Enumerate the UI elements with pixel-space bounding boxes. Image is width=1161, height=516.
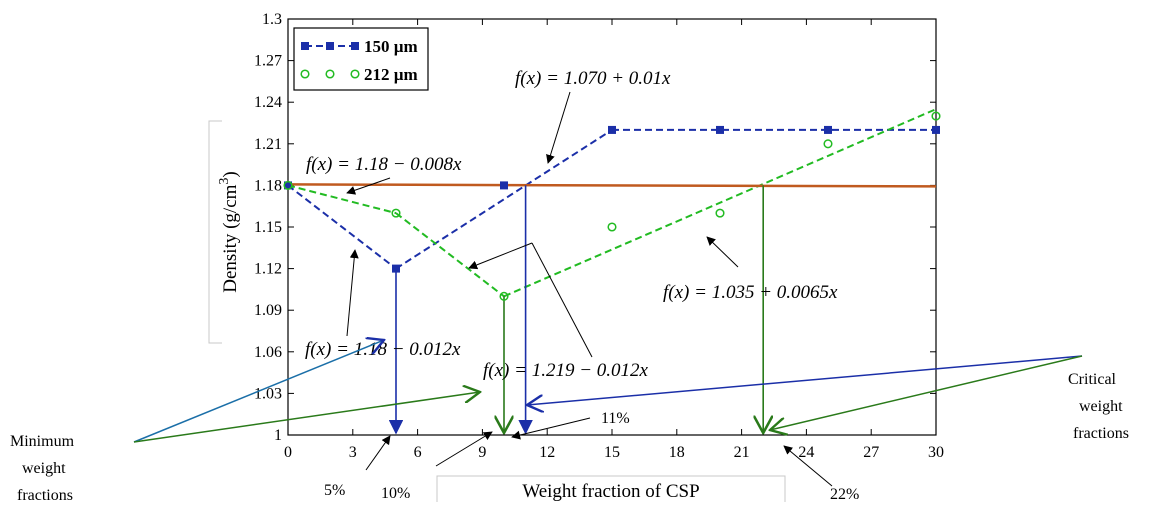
legend: 150 µm 212 µm: [293, 27, 429, 91]
x-tick-label: 12: [539, 444, 555, 461]
data-point-150um: [824, 125, 832, 134]
legend-label-212: 212 µm: [364, 65, 418, 84]
pointer-f1: [546, 91, 571, 164]
legend-marker-150: [351, 42, 359, 50]
y-axis-title-sup: 3: [217, 178, 232, 185]
x-tick-label: 24: [798, 444, 814, 461]
y-tick-label: 1.24: [254, 94, 282, 111]
data-point-150um: [500, 181, 508, 190]
y-tick-label: 1.15: [254, 219, 282, 236]
formula-f4: f(x) = 1.219 − 0.012x: [483, 360, 649, 381]
pointer-f3a: [346, 249, 359, 337]
x-tick-label: 3: [349, 444, 357, 461]
data-point-212um: [283, 180, 293, 190]
label-minimum: Minimum: [10, 433, 75, 450]
data-point-212um: [391, 208, 401, 218]
arrow-min-green: [133, 392, 480, 443]
y-tick-label: 1.27: [254, 53, 282, 70]
data-point-212um: [715, 208, 725, 218]
arrow-11pct: [511, 417, 591, 440]
fit-segment: [503, 108, 937, 298]
label-22pct: 22%: [830, 486, 859, 503]
drop-lines: [388, 185, 763, 433]
legend-marker-212: [325, 69, 335, 79]
y-axis-title-base: Density (g/cm: [220, 184, 241, 292]
legend-marker-150: [301, 42, 309, 50]
y-tick-label: 1.12: [254, 261, 282, 278]
data-point-212um: [499, 291, 509, 301]
y-axis-title: Density (g/cm3): [217, 171, 241, 293]
data-markers: [283, 111, 941, 301]
data-point-150um: [932, 125, 940, 134]
arrow-5pct: [365, 435, 391, 471]
arrow-min-blue: [133, 340, 384, 443]
ylabel-bracket: [208, 120, 222, 344]
legend-box: [293, 27, 429, 91]
formula-f5: f(x) = 1.035 + 0.0065x: [663, 282, 838, 303]
legend-marker-212: [300, 69, 310, 79]
formula-f1: f(x) = 1.070 + 0.01x: [515, 68, 671, 89]
x-tick-label: 18: [669, 444, 685, 461]
xlabel-bracket: [436, 475, 786, 502]
data-point-212um: [823, 139, 833, 149]
x-tick-labels: 0 3 6 9 12 15 18 21 24 27 30: [284, 444, 944, 461]
x-tick-label: 27: [863, 444, 879, 461]
reference-line: [287, 183, 937, 188]
y-tick-label: 1.21: [254, 136, 282, 153]
x-tick-label: 9: [478, 444, 486, 461]
label-minimum-fractions: fractions: [17, 487, 73, 504]
label-10pct: 10%: [381, 485, 410, 502]
legend-label-150: 150 µm: [364, 37, 418, 56]
y-tick-label: 1.18: [254, 177, 282, 194]
x-tick-label: 15: [604, 444, 620, 461]
arrow-22pct: [783, 445, 833, 487]
x-tick-label: 30: [928, 444, 944, 461]
arrow-crit-blue: [527, 355, 1083, 405]
pointer-f5: [706, 236, 739, 268]
fit-segment: [287, 184, 397, 270]
label-critical-weight: weight: [1079, 398, 1123, 415]
x-axis-title: Weight fraction of CSP: [522, 481, 699, 502]
data-point-212um: [607, 222, 617, 232]
formula-pointers: [346, 91, 739, 358]
legend-marker-212: [350, 69, 360, 79]
label-minimum-weight: weight: [22, 460, 66, 477]
y-axis-title-close: ): [220, 171, 241, 177]
label-5pct: 5%: [324, 482, 345, 499]
y-tick-label: 1.06: [254, 344, 282, 361]
formula-f2: f(x) = 1.18 − 0.008x: [306, 154, 462, 175]
data-point-150um: [716, 125, 724, 134]
fit-lines: [287, 108, 937, 298]
arrow-crit-green: [770, 355, 1083, 430]
fit-segment: [287, 184, 397, 215]
data-point-212um: [931, 111, 941, 121]
x-tick-label: 6: [414, 444, 422, 461]
data-point-150um: [392, 264, 400, 273]
fit-segment: [395, 129, 613, 270]
y-tick-label: 1.3: [262, 11, 282, 28]
label-critical: Critical: [1068, 371, 1117, 388]
y-tick-labels: 11.031.061.091.121.151.181.211.241.271.3: [254, 11, 282, 444]
x-tick-label: 0: [284, 444, 292, 461]
arrow-10pct: [435, 431, 493, 467]
y-tick-label: 1.09: [254, 302, 282, 319]
legend-marker-150: [326, 42, 334, 50]
y-tick-label: 1: [274, 427, 282, 444]
pointer-f4b: [531, 242, 593, 358]
pointer-f4a: [468, 242, 533, 270]
label-critical-fractions: fractions: [1073, 425, 1129, 442]
formula-f3: f(x) = 1.18 − 0.012x: [305, 339, 461, 360]
data-point-150um: [284, 181, 292, 190]
axis-ticks: [287, 18, 937, 436]
data-point-150um: [608, 125, 616, 134]
annotation-arrows: [133, 340, 1083, 487]
label-11pct: 11%: [601, 410, 630, 427]
pointer-f2: [346, 177, 391, 195]
x-tick-label: 21: [734, 444, 750, 461]
fit-segment: [395, 212, 505, 298]
